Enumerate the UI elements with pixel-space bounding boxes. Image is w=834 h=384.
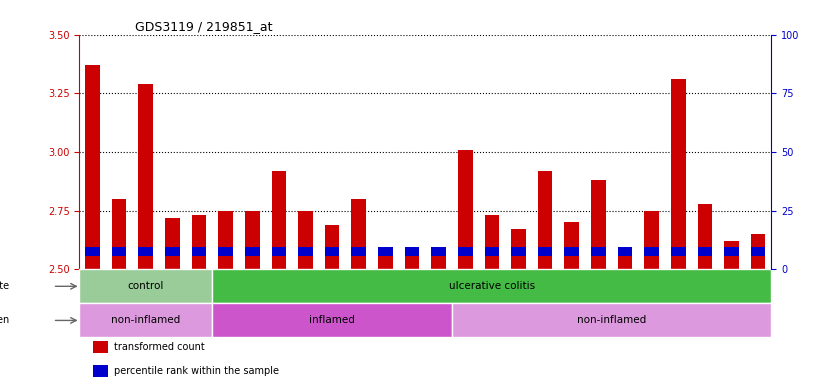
Bar <box>618 253 632 269</box>
Bar <box>324 225 339 269</box>
Bar <box>538 247 552 257</box>
Bar <box>591 247 605 257</box>
Text: disease state: disease state <box>0 281 9 291</box>
Bar <box>79 269 213 303</box>
Bar <box>538 170 552 269</box>
Bar <box>299 247 313 257</box>
Bar <box>93 365 108 377</box>
Bar <box>219 247 233 257</box>
Bar <box>378 253 393 269</box>
Bar <box>192 215 206 269</box>
Bar <box>645 247 659 257</box>
Bar <box>431 253 446 269</box>
Bar <box>213 303 452 338</box>
Bar <box>511 229 526 269</box>
Bar <box>565 247 579 257</box>
Bar <box>458 247 473 257</box>
Bar <box>645 210 659 269</box>
Bar <box>192 247 206 257</box>
Bar <box>299 210 313 269</box>
Bar <box>404 247 420 257</box>
Bar <box>671 247 686 257</box>
Bar <box>724 241 739 269</box>
Bar <box>138 84 153 269</box>
Bar <box>485 215 500 269</box>
Bar <box>565 222 579 269</box>
Bar <box>112 199 127 269</box>
Bar <box>431 247 446 257</box>
Text: percentile rank within the sample: percentile rank within the sample <box>113 366 279 376</box>
Text: inflamed: inflamed <box>309 315 355 325</box>
Bar <box>452 303 771 338</box>
Bar <box>93 341 108 353</box>
Bar <box>697 247 712 257</box>
Bar <box>485 247 500 257</box>
Bar <box>165 218 180 269</box>
Bar <box>351 199 366 269</box>
Text: control: control <box>128 281 164 291</box>
Bar <box>511 247 526 257</box>
Text: transformed count: transformed count <box>113 342 204 352</box>
Bar <box>697 204 712 269</box>
Bar <box>79 303 213 338</box>
Bar <box>751 234 766 269</box>
Bar <box>272 247 286 257</box>
Bar <box>213 269 771 303</box>
Bar <box>219 210 233 269</box>
Bar <box>324 247 339 257</box>
Text: non-inflamed: non-inflamed <box>111 315 180 325</box>
Bar <box>378 247 393 257</box>
Bar <box>272 170 286 269</box>
Bar <box>404 250 420 269</box>
Bar <box>351 247 366 257</box>
Bar <box>751 247 766 257</box>
Bar <box>85 247 100 257</box>
Bar <box>671 79 686 269</box>
Bar <box>165 247 180 257</box>
Text: GDS3119 / 219851_at: GDS3119 / 219851_at <box>134 20 272 33</box>
Bar <box>138 247 153 257</box>
Bar <box>591 180 605 269</box>
Bar <box>458 149 473 269</box>
Bar <box>245 247 259 257</box>
Text: non-inflamed: non-inflamed <box>577 315 646 325</box>
Bar <box>85 65 100 269</box>
Bar <box>112 247 127 257</box>
Bar <box>618 247 632 257</box>
Bar <box>724 247 739 257</box>
Text: specimen: specimen <box>0 315 9 325</box>
Bar <box>245 210 259 269</box>
Text: ulcerative colitis: ulcerative colitis <box>449 281 535 291</box>
